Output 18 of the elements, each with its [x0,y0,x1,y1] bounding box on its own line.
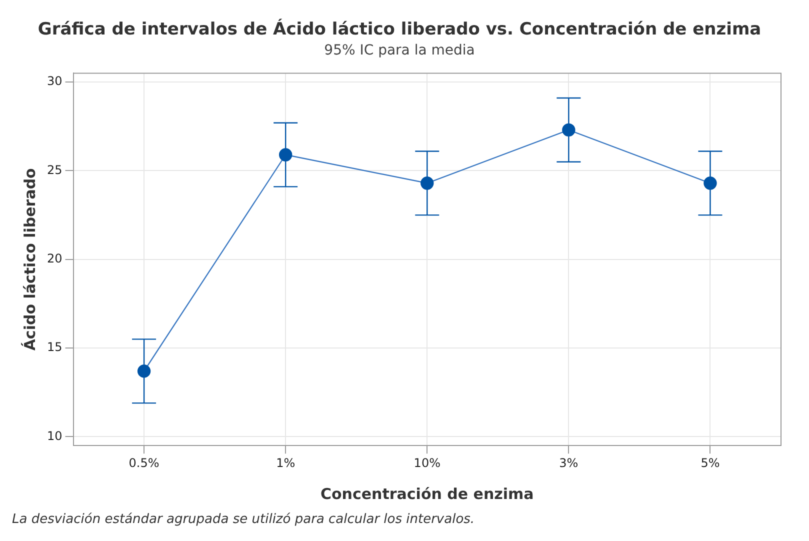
y-axis-title: Ácido láctico liberado [20,168,39,351]
point [137,364,151,378]
point [420,176,434,190]
y-tick-label: 15 [46,340,62,354]
x-tick-label: 0.5% [128,456,160,470]
x-axis-title: Concentración de enzima [320,484,534,503]
chart-subtitle: 95% IC para la media [324,42,475,58]
x-tick-label: 3% [559,456,578,470]
y-tick-label: 20 [46,252,62,266]
y-tick-label: 25 [46,162,62,177]
x-tick-label: 1% [276,456,296,470]
y-tick-label: 10 [46,428,62,443]
chart-title: Gráfica de intervalos de Ácido láctico liberado vs. Concentración de enzima [38,18,762,40]
x-tick-label: 10% [414,456,440,470]
text: La desviación estándar agrupada se utilizó para calcular los intervalos. [12,512,476,527]
x-tick-label: 5% [700,456,720,470]
point [278,148,292,162]
y-tick-label: 30 [46,74,62,88]
